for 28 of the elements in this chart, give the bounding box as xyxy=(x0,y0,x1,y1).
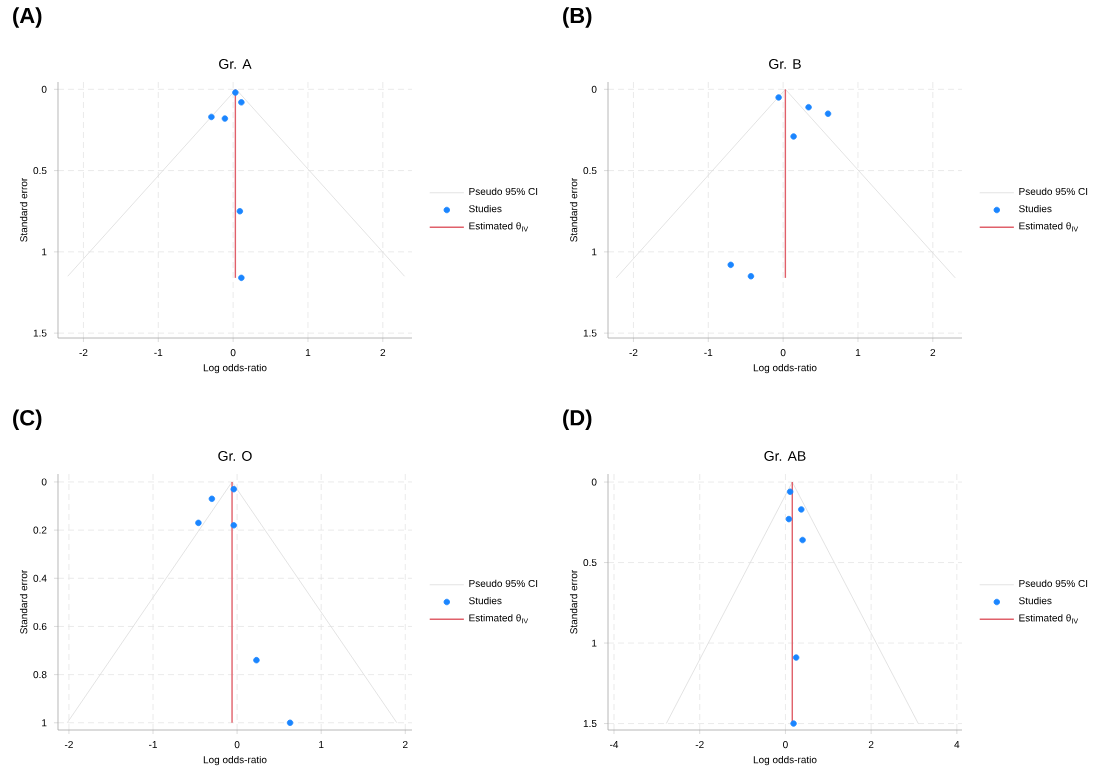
point xyxy=(805,104,812,111)
point xyxy=(286,719,294,726)
text: (D) xyxy=(563,409,592,430)
text: (A) xyxy=(13,7,42,28)
point xyxy=(221,115,229,122)
point xyxy=(195,519,202,527)
text: (C) xyxy=(13,409,42,430)
point xyxy=(799,536,806,544)
point xyxy=(790,133,797,140)
point xyxy=(230,522,237,529)
point xyxy=(208,113,215,121)
point xyxy=(238,99,245,106)
point xyxy=(786,488,794,495)
point xyxy=(230,485,237,493)
point xyxy=(238,274,245,282)
point xyxy=(790,720,797,727)
point xyxy=(253,656,260,664)
text: (B) xyxy=(563,7,592,28)
point xyxy=(747,273,755,280)
point xyxy=(727,261,734,269)
point xyxy=(232,89,239,96)
point xyxy=(775,94,782,101)
point xyxy=(236,208,244,215)
point xyxy=(208,495,216,503)
point xyxy=(785,515,793,523)
point xyxy=(792,654,800,661)
point xyxy=(798,506,805,513)
point xyxy=(824,110,832,117)
